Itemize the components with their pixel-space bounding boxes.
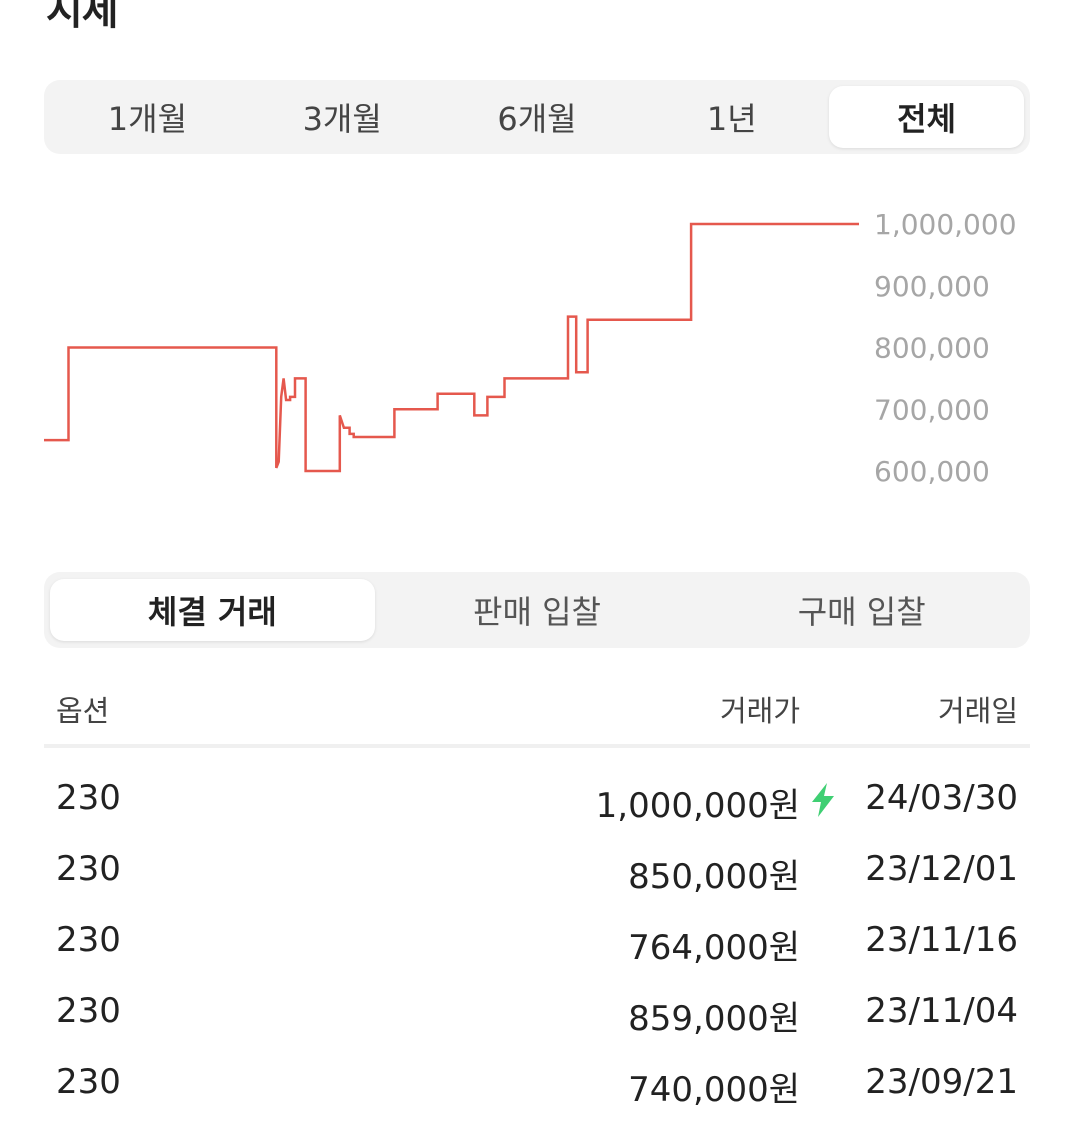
tab-6-months[interactable]: 6개월 — [497, 100, 577, 138]
trade-table-body: 230 1,000,000원 24/03/30 230 850,000원 23/… — [44, 766, 1030, 1121]
y-tick-label: 1,000,000 — [874, 208, 1017, 241]
price-chart: 1,000,000 900,000 800,000 700,000 600,000 — [44, 208, 1017, 488]
period-tab-bar: 1개월 3개월 6개월 1년 전체 — [44, 80, 1030, 154]
row-date: 23/11/04 — [865, 991, 1018, 1031]
tab-buy-bids[interactable]: 구매 입찰 — [797, 593, 926, 631]
row-date: 23/09/21 — [865, 1062, 1018, 1102]
row-price: 740,000원 — [628, 1070, 800, 1110]
row-option: 230 — [56, 849, 121, 889]
tab-all[interactable]: 전체 — [829, 86, 1024, 148]
y-tick-label: 800,000 — [874, 332, 990, 365]
section-title: 시세 — [46, 0, 119, 34]
y-axis-ticks: 1,000,000 900,000 800,000 700,000 600,000 — [874, 208, 1017, 488]
row-price: 764,000원 — [628, 928, 800, 968]
tab-1-year[interactable]: 1년 — [706, 100, 757, 138]
tab-sell-bids[interactable]: 판매 입찰 — [473, 593, 601, 631]
header-date: 거래일 — [937, 694, 1018, 728]
y-tick-label: 900,000 — [874, 270, 990, 303]
y-tick-label: 700,000 — [874, 393, 990, 426]
row-option: 230 — [56, 778, 121, 818]
y-tick-label: 600,000 — [874, 455, 990, 488]
header-price: 거래가 — [719, 694, 800, 728]
row-option: 230 — [56, 991, 121, 1031]
table-row: 230 859,000원 23/11/04 — [44, 979, 1030, 1050]
row-date: 24/03/30 — [865, 778, 1018, 818]
table-row: 230 764,000원 23/11/16 — [44, 908, 1030, 979]
tab-completed-trades[interactable]: 체결 거래 — [50, 579, 375, 641]
tab-3-months[interactable]: 3개월 — [302, 100, 382, 138]
lightning-bolt-icon — [812, 783, 834, 817]
row-price: 850,000원 — [628, 857, 800, 897]
trade-tab-bar: 체결 거래 판매 입찰 구매 입찰 — [44, 572, 1030, 648]
row-price: 859,000원 — [628, 999, 800, 1039]
row-date: 23/11/16 — [865, 920, 1018, 960]
header-option: 옵션 — [56, 694, 110, 728]
row-option: 230 — [56, 920, 121, 960]
trade-table-header: 옵션 거래가 거래일 — [44, 682, 1030, 748]
table-row: 230 850,000원 23/12/01 — [44, 837, 1030, 908]
table-row: 230 740,000원 23/09/21 — [44, 1050, 1030, 1121]
row-date: 23/12/01 — [865, 849, 1018, 889]
row-option: 230 — [56, 1062, 121, 1102]
price-line — [44, 222, 859, 473]
tab-1-month[interactable]: 1개월 — [107, 100, 188, 138]
row-price: 1,000,000원 — [595, 786, 800, 826]
table-row: 230 1,000,000원 24/03/30 — [44, 766, 1030, 837]
